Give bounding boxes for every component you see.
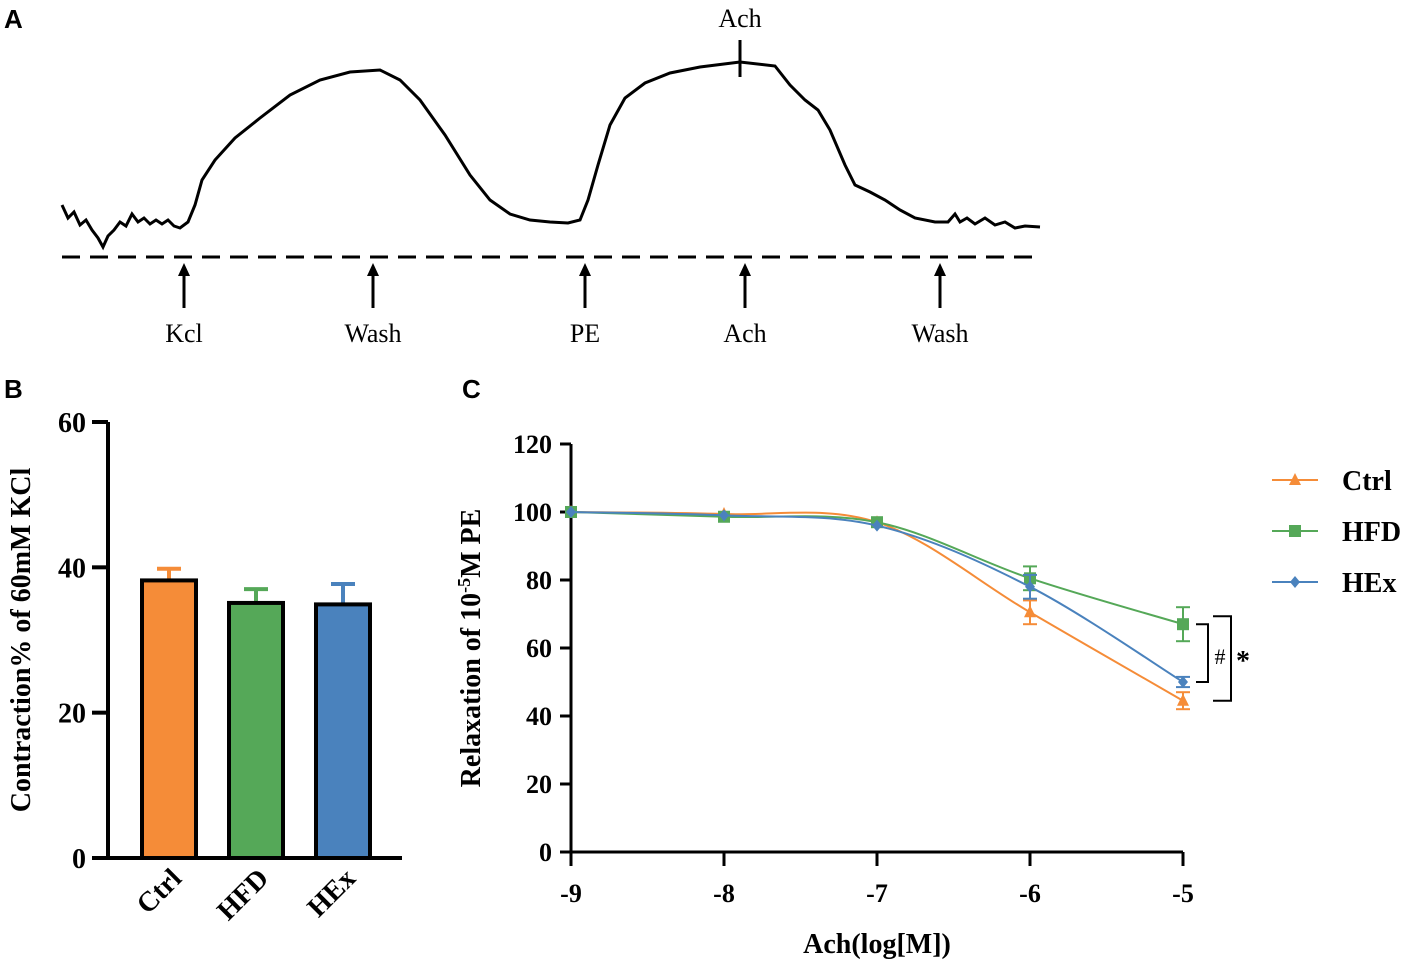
legend-marker-diamond [1290,576,1300,588]
y-tick-label: 0 [72,844,86,875]
tension-trace [60,60,1041,251]
y-label-base: Relaxation of 10 [456,593,487,787]
ach-marker-label: Ach [718,4,761,33]
legend-label-ctrl: Ctrl [1342,466,1392,497]
data-point-triangle [1177,693,1189,706]
data-point-diamond [1025,580,1035,593]
y-tick-label: 20 [58,699,86,730]
y-tick-label: 80 [526,566,552,595]
y-label-unit: M PE [456,509,487,578]
y-tick-label: 40 [526,702,552,731]
significance-bracket-hash [1196,623,1209,683]
data-point-square [1177,618,1189,631]
data-point-diamond [872,519,882,532]
bar-hfd [227,600,285,860]
legend-label-hfd: HFD [1342,517,1401,548]
x-tick-label: -5 [1172,879,1194,908]
event-label-ach: Ach [723,319,766,348]
y-axis-label: Contraction% of 60mM KCl [6,468,37,813]
y-axis-label: Relaxation of 10-5M PE [454,509,487,788]
data-point-diamond [1178,676,1188,688]
legend-marker-square [1289,525,1301,537]
x-axis-label: Ach(log[M]) [803,929,951,960]
event-label-wash: Wash [911,319,968,348]
event-arrow-head-icon [367,263,379,276]
event-label-wash: Wash [344,319,401,348]
y-tick-label: 60 [58,408,86,439]
panel-label-a: A [4,4,23,34]
data-point-diamond [566,506,576,518]
significance-hash: # [1215,644,1226,669]
x-tick-label: -7 [866,879,888,908]
y-tick-label: 100 [513,498,552,527]
x-tick-label-hfd: HFD [211,863,275,927]
bar-hex [314,602,372,860]
x-tick-label: -8 [713,879,735,908]
significance-bracket-star [1213,615,1232,702]
event-arrow-head-icon [934,263,946,276]
event-arrow-head-icon [178,263,190,276]
event-label-pe: PE [570,319,600,348]
legend-marker-triangle [1289,473,1301,485]
y-tick-label: 0 [539,838,552,867]
x-tick-label: -9 [560,879,582,908]
series-hex [566,506,1190,689]
data-point-triangle [1024,605,1036,618]
line-chart: 0 20 40 60 80 100 120 -9 -8 -7 -6 -5 Ach(log[M]) Rela… [454,430,1401,960]
legend: Ctrl HFD HEx [1272,466,1401,599]
event-arrows: Kcl Wash PE Ach Wash [165,263,969,348]
data-point-diamond [719,509,729,522]
event-label-kcl: Kcl [165,319,203,348]
y-tick-label: 20 [526,770,552,799]
event-arrow-head-icon [739,263,751,276]
fit-curve-ctrl [570,511,1184,702]
x-tick-label-hex: HEx [302,863,362,923]
legend-label-hex: HEx [1342,568,1396,599]
y-tick-label: 60 [526,634,552,663]
bar-chart: 0 20 40 60 Contraction% of 60mM KCl Ctrl HFD HE… [6,408,402,927]
panel-label-b: B [4,374,23,404]
significance-star: * [1236,646,1250,677]
series-ctrl [565,505,1190,711]
y-tick-label: 120 [513,430,552,459]
panel-label-c: C [462,374,481,404]
event-arrow-head-icon [579,263,591,276]
y-tick-label: 40 [58,553,86,584]
bar-ctrl [140,578,198,860]
x-tick-label-ctrl: Ctrl [131,863,188,920]
x-tick-label: -6 [1019,879,1041,908]
y-label-exponent: -5 [454,578,474,593]
